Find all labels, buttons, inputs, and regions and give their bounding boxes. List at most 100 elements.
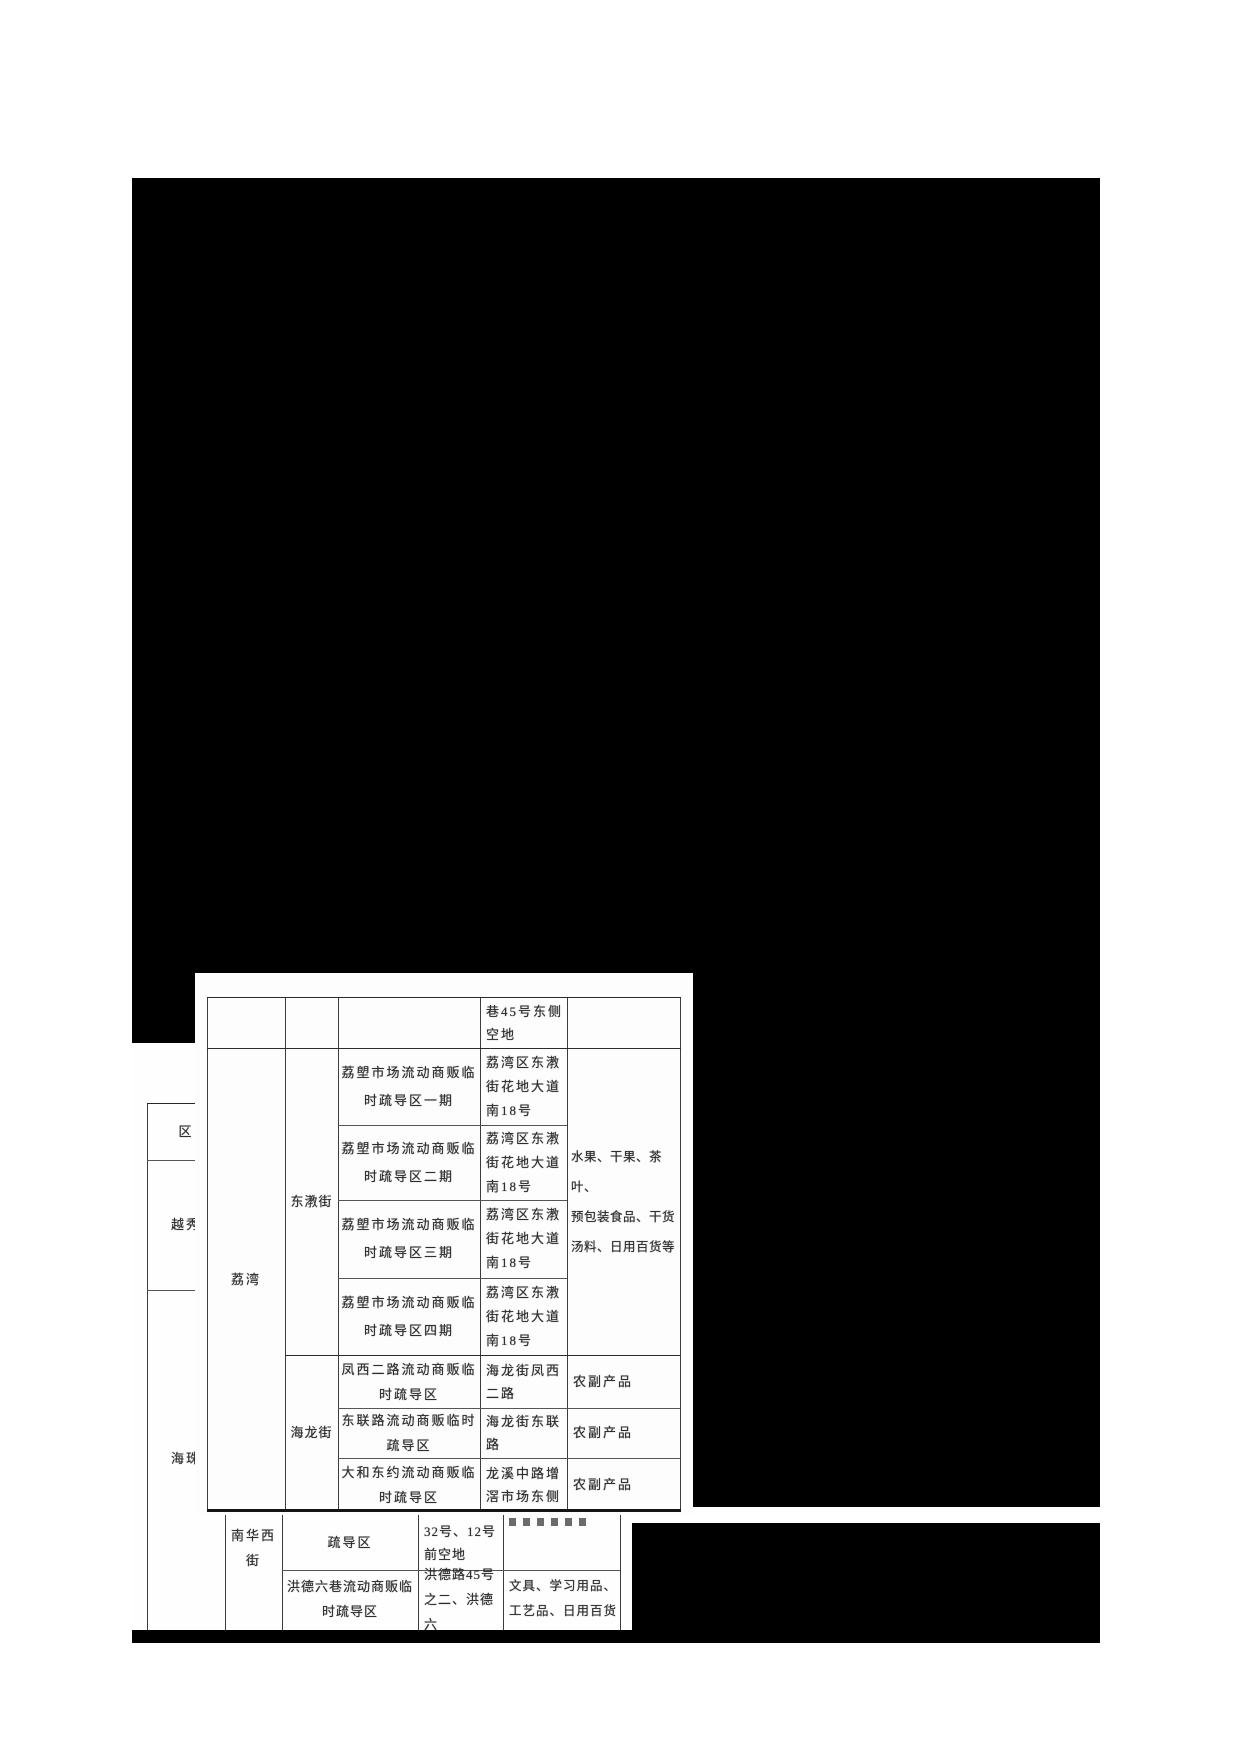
- grid-line: [147, 1290, 202, 1291]
- clipped-text-fragment: [509, 1518, 591, 1526]
- address-line: 荔湾区东漖: [486, 1207, 562, 1222]
- scan-black-area-left-strip: [132, 973, 195, 1043]
- grid-line: [338, 1458, 680, 1459]
- grid-line: [207, 997, 208, 1511]
- goods-line: 工艺品、日用百货: [509, 1604, 618, 1618]
- grid-line: [147, 1103, 202, 1104]
- table-cell-district-liwan: 荔湾: [207, 1048, 285, 1511]
- table-cell-zone-goods: 文具、学习用品、 工艺品、日用百货: [503, 1570, 620, 1628]
- address-line: 海龙街凤西: [486, 1362, 562, 1378]
- grid-line: [147, 1160, 202, 1161]
- street-label: 东漖街: [290, 1193, 333, 1209]
- address-line: 南18号: [486, 1255, 534, 1270]
- region-label: 海珠: [170, 1451, 201, 1466]
- zone-name-line: 大和东约流动商贩临: [341, 1464, 477, 1480]
- grid-line: [480, 997, 481, 1511]
- table-cell-region-haizhu: 海珠: [147, 1290, 225, 1628]
- table-cell-zone-goods: 农副产品: [567, 1355, 680, 1408]
- address-line: 南18号: [486, 1178, 534, 1194]
- address-line: 海龙街东联: [486, 1414, 562, 1429]
- grid-line: [338, 1125, 567, 1126]
- goods-label: 农副产品: [573, 1373, 634, 1389]
- street-line: 南华西: [230, 1528, 276, 1543]
- region-header-label: 区: [178, 1123, 194, 1139]
- zone-name-line: 时疏导区三期: [363, 1245, 454, 1260]
- zone-name-line: 时疏导区四期: [363, 1322, 454, 1338]
- back-page-fragment: 区 越秀 海珠 南华西 街 疏导区 32号、12号 前空地 洪德六巷流动商贩临 …: [132, 1043, 632, 1630]
- district-label: 荔湾: [230, 1271, 261, 1287]
- table-cell-zone-name: 洪德六巷流动商贩临 时疏导区: [282, 1570, 418, 1628]
- street-line: 街: [245, 1553, 261, 1568]
- zone-name-line: 洪德六巷流动商贩临: [286, 1579, 413, 1594]
- table-cell-zone-name: 荔塱市场流动商贩临 时疏导区三期: [338, 1200, 480, 1278]
- region-label: 越秀: [170, 1217, 201, 1232]
- table-cell-zone-name: 疏导区: [282, 1515, 418, 1570]
- table-cell-zone-address: 海龙街凤西 二路: [480, 1355, 567, 1408]
- address-line: 街花地大道: [486, 1231, 562, 1246]
- zone-name-line: 疏导区: [386, 1438, 432, 1453]
- grid-line: [282, 1570, 620, 1571]
- goods-line: 水果、干果、茶叶、: [571, 1149, 663, 1194]
- grid-line: [282, 1483, 283, 1630]
- address-line: 空地: [486, 1026, 517, 1042]
- table-cell-zone-name: 大和东约流动商贩临 时疏导区: [338, 1458, 480, 1511]
- address-line: 32号、12号: [424, 1523, 497, 1539]
- grid-line: [620, 1483, 621, 1630]
- table-cell-region-yuexiu: 越秀: [147, 1160, 225, 1290]
- table-cell-zone-address: 海龙街东联 路: [480, 1408, 567, 1458]
- back-page-bottom-area: [132, 1515, 632, 1630]
- street-label: 海龙街: [290, 1425, 333, 1440]
- scan-black-area-bottom-right: [632, 1523, 1100, 1628]
- table-cell-zone-address: 32号、12号 前空地: [418, 1515, 503, 1570]
- table-cell-zone-name: 荔塱市场流动商贩临 时疏导区一期: [338, 1048, 480, 1125]
- goods-line: 文具、学习用品、: [509, 1579, 618, 1593]
- grid-line: [338, 997, 339, 1511]
- address-line: 街花地大道: [486, 1308, 562, 1324]
- goods-label: 农副产品: [573, 1425, 634, 1440]
- address-line: 前空地: [424, 1546, 467, 1562]
- address-line: 二路: [486, 1385, 517, 1401]
- grid-line: [338, 1278, 567, 1279]
- table-cell-goods-merged: 水果、干果、茶叶、 预包装食品、干货 汤料、日用百货等: [567, 1048, 680, 1355]
- table-cell-zone-goods: 农副产品: [567, 1458, 680, 1511]
- grid-line: [285, 997, 286, 1511]
- front-page-panel: 巷45号东侧 空地 荔湾 东漖街 海龙街 荔塱市场流动商贩临 时疏导区一期 荔湾…: [195, 973, 693, 1515]
- grid-line: [338, 1408, 680, 1409]
- address-line: 洪德路45号: [424, 1566, 496, 1582]
- address-line: 南18号: [486, 1102, 534, 1118]
- grid-line: [285, 1355, 680, 1356]
- zone-name-line: 时疏导区: [321, 1604, 378, 1619]
- grid-line: [207, 1509, 681, 1512]
- scan-black-area-top: [132, 178, 1100, 973]
- address-line: 街花地大道: [486, 1154, 562, 1170]
- grid-line: [567, 997, 568, 1511]
- table-cell-partial-address: 巷45号东侧 空地: [480, 997, 567, 1048]
- table-cell-street-hailong: 海龙街: [285, 1355, 338, 1511]
- table-cell-zone-name: 东联路流动商贩临时 疏导区: [338, 1408, 480, 1458]
- address-line: 荔湾区东漖: [486, 1054, 562, 1070]
- grid-line: [338, 1200, 567, 1201]
- grid-line: [503, 1483, 504, 1630]
- zone-name-line: 东联路流动商贩临时: [341, 1413, 477, 1428]
- table-cell-zone-address: 荔湾区东漖 街花地大道 南18号: [480, 1200, 567, 1278]
- zone-name-line: 凤西二路流动商贩临: [341, 1361, 477, 1377]
- address-line: 南18号: [486, 1332, 534, 1348]
- address-line: 街花地大道: [486, 1078, 562, 1094]
- grid-line: [680, 997, 681, 1511]
- grid-line: [207, 1048, 681, 1049]
- grid-line: [147, 1103, 148, 1630]
- table-cell-zone-address: 荔湾区东漖 街花地大道 南18号: [480, 1125, 567, 1200]
- zone-name-line: 荔塱市场流动商贩临: [341, 1217, 477, 1232]
- scan-black-area-right: [693, 973, 1100, 1507]
- scan-black-bar-bottom: [132, 1628, 1100, 1643]
- grid-line: [225, 1483, 226, 1630]
- goods-label: 农副产品: [573, 1476, 634, 1492]
- grid-line: [207, 997, 681, 998]
- zone-name-line: 时疏导区: [378, 1386, 439, 1402]
- address-line: 路: [486, 1437, 502, 1452]
- zone-name-line: 时疏导区: [378, 1489, 439, 1505]
- table-cell-zone-address: 龙溪中路增 滘市场东侧: [480, 1458, 567, 1511]
- table-cell-zone-name: 荔塱市场流动商贩临 时疏导区二期: [338, 1125, 480, 1200]
- grid-line: [418, 1483, 419, 1630]
